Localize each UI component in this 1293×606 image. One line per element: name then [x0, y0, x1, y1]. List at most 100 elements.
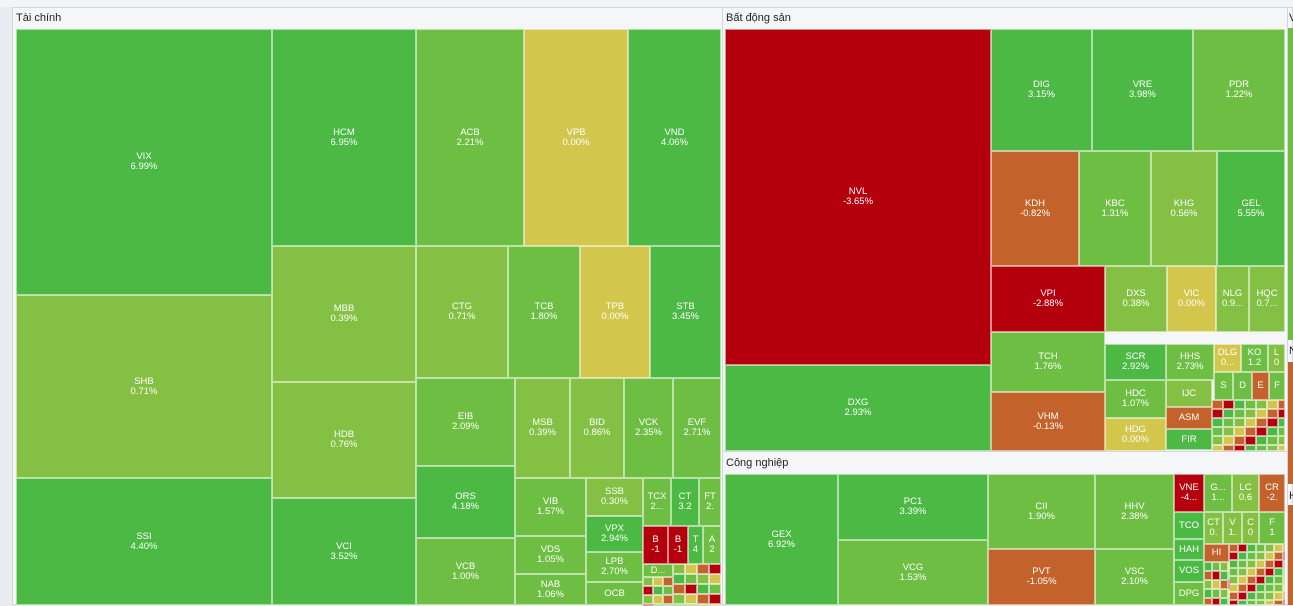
small-stock-tile[interactable] — [1278, 418, 1285, 427]
small-stock-tile[interactable] — [1223, 400, 1234, 409]
small-stock-tile[interactable] — [1247, 592, 1256, 600]
tile-vre[interactable]: VRE 3.98% — [1092, 29, 1193, 151]
small-stock-tile[interactable] — [1256, 544, 1265, 552]
small-stock-tile[interactable] — [1223, 409, 1234, 418]
small-stock-tile[interactable] — [1278, 427, 1285, 436]
small-stock-tile[interactable] — [1256, 400, 1267, 409]
small-stock-tile[interactable] — [1274, 544, 1283, 552]
small-stock-tile[interactable] — [685, 584, 697, 594]
small-stock-tile[interactable] — [1204, 580, 1212, 589]
tile-vix[interactable]: VIX 6.99% — [16, 29, 272, 295]
tile-hah[interactable]: HAH — [1174, 539, 1204, 560]
small-stock-tile[interactable] — [1267, 409, 1278, 418]
small-stock-tile[interactable] — [653, 595, 663, 604]
small-stock-tile[interactable] — [673, 564, 685, 574]
small-stock-tile[interactable] — [663, 586, 673, 595]
tile-cr[interactable]: CR -2. — [1259, 474, 1285, 512]
small-stock-tile[interactable] — [673, 584, 685, 594]
small-stock-tile[interactable] — [1247, 576, 1256, 584]
tile-s[interactable]: S — [1214, 372, 1233, 400]
small-stock-tile[interactable] — [709, 584, 721, 594]
tile-g[interactable]: G... 1... — [1204, 474, 1232, 512]
small-stock-tile[interactable] — [643, 586, 653, 595]
small-stock-tile[interactable] — [1256, 445, 1267, 451]
small-stock-tile[interactable] — [1220, 571, 1228, 580]
tile-nvl[interactable]: NVL -3.65% — [725, 29, 991, 365]
small-stock-tile[interactable] — [1228, 589, 1230, 598]
tile-hhv[interactable]: HHV 2.38% — [1095, 474, 1174, 549]
small-stock-tile[interactable] — [1283, 568, 1285, 576]
tile-khg[interactable]: KHG 0.56% — [1151, 151, 1217, 266]
tile-ct[interactable]: CT 3.2 — [671, 478, 699, 526]
tile-hi[interactable]: HI — [1204, 544, 1229, 562]
small-stock-tile[interactable] — [1283, 560, 1285, 568]
small-stock-tile[interactable] — [1274, 592, 1283, 600]
small-stock-tile[interactable] — [1274, 584, 1283, 592]
small-stock-tile[interactable] — [1204, 562, 1212, 571]
small-stock-tile[interactable] — [653, 586, 663, 595]
small-stock-tile[interactable] — [1267, 418, 1278, 427]
tile-ko[interactable]: KO 1.2 — [1241, 344, 1268, 372]
small-stock-tile[interactable] — [1204, 571, 1212, 580]
small-stock-tile[interactable] — [1223, 427, 1234, 436]
small-stock-tile[interactable] — [1220, 598, 1228, 605]
small-stock-tile[interactable] — [1238, 568, 1247, 576]
tile-acb[interactable]: ACB 2.21% — [416, 29, 524, 246]
tile-hcm[interactable]: HCM 6.95% — [272, 29, 416, 246]
tile-fir[interactable]: FIR — [1166, 429, 1212, 450]
small-stock-tile[interactable] — [1229, 584, 1238, 592]
small-stock-tile[interactable] — [1220, 580, 1228, 589]
small-stock-tile[interactable] — [663, 577, 673, 586]
small-stock-tile[interactable] — [1212, 427, 1223, 436]
small-stock-tile[interactable] — [1212, 418, 1223, 427]
small-stock-tile[interactable] — [1229, 600, 1238, 605]
small-stock-tile[interactable] — [1267, 427, 1278, 436]
small-stock-tile[interactable] — [1245, 400, 1256, 409]
small-stock-tile[interactable] — [1223, 418, 1234, 427]
tile-gel[interactable]: GEL 5.55% — [1217, 151, 1285, 266]
tile-v[interactable]: V 1. — [1223, 512, 1242, 544]
tile-lpb[interactable]: LPB 2.70% — [586, 552, 643, 582]
tile-bid[interactable]: BID 0.86% — [570, 378, 624, 478]
tile-nlg[interactable]: NLG 0.9... — [1216, 266, 1249, 332]
tile-pvt[interactable]: PVT -1.05% — [988, 549, 1095, 605]
small-stock-tile[interactable] — [1283, 544, 1285, 552]
small-stock-tile[interactable] — [1274, 552, 1283, 560]
small-stock-tile[interactable] — [1245, 436, 1256, 445]
small-stock-tile[interactable] — [1265, 592, 1274, 600]
tile-nab[interactable]: NAB 1.06% — [515, 574, 586, 605]
small-stock-tile[interactable] — [709, 574, 721, 584]
small-stock-tile[interactable] — [1229, 568, 1238, 576]
tile-tco[interactable]: TCO — [1174, 512, 1204, 539]
small-stock-tile[interactable] — [1256, 584, 1265, 592]
tile-vcb[interactable]: VCB 1.00% — [416, 538, 515, 605]
small-stock-tile[interactable] — [1223, 436, 1234, 445]
small-stock-tile[interactable] — [643, 595, 653, 604]
small-stock-tile[interactable] — [1212, 571, 1220, 580]
tile-tcx[interactable]: TCX 2... — [643, 478, 671, 526]
small-stock-tile[interactable] — [1229, 544, 1238, 552]
small-stock-tile[interactable] — [1274, 560, 1283, 568]
small-stock-tile[interactable] — [1212, 562, 1220, 571]
tile-ssb[interactable]: SSB 0.30% — [586, 478, 643, 516]
tile-hqc[interactable]: HQC 0.7... — [1249, 266, 1285, 332]
small-stock-tile[interactable] — [1228, 562, 1230, 571]
small-stock-tile[interactable] — [1238, 560, 1247, 568]
small-stock-tile[interactable] — [1245, 445, 1256, 451]
small-stock-tile[interactable] — [1256, 418, 1267, 427]
tile-ft[interactable]: FT 2. — [699, 478, 721, 526]
tile-vck[interactable]: VCK 2.35% — [624, 378, 673, 478]
tile-cii[interactable]: CII 1.90% — [988, 474, 1095, 549]
small-stock-tile[interactable] — [1265, 568, 1274, 576]
small-stock-tile[interactable] — [1274, 600, 1283, 605]
small-stock-tile[interactable] — [1265, 544, 1274, 552]
tile-hhs[interactable]: HHS 2.73% — [1166, 344, 1214, 380]
tile-gex[interactable]: GEX 6.92% — [725, 474, 838, 605]
small-stock-tile[interactable] — [1265, 576, 1274, 584]
small-stock-tile[interactable] — [1278, 400, 1285, 409]
small-stock-tile[interactable] — [673, 594, 685, 604]
tile-tch[interactable]: TCH 1.76% — [991, 332, 1105, 392]
small-stock-tile[interactable] — [1234, 409, 1245, 418]
